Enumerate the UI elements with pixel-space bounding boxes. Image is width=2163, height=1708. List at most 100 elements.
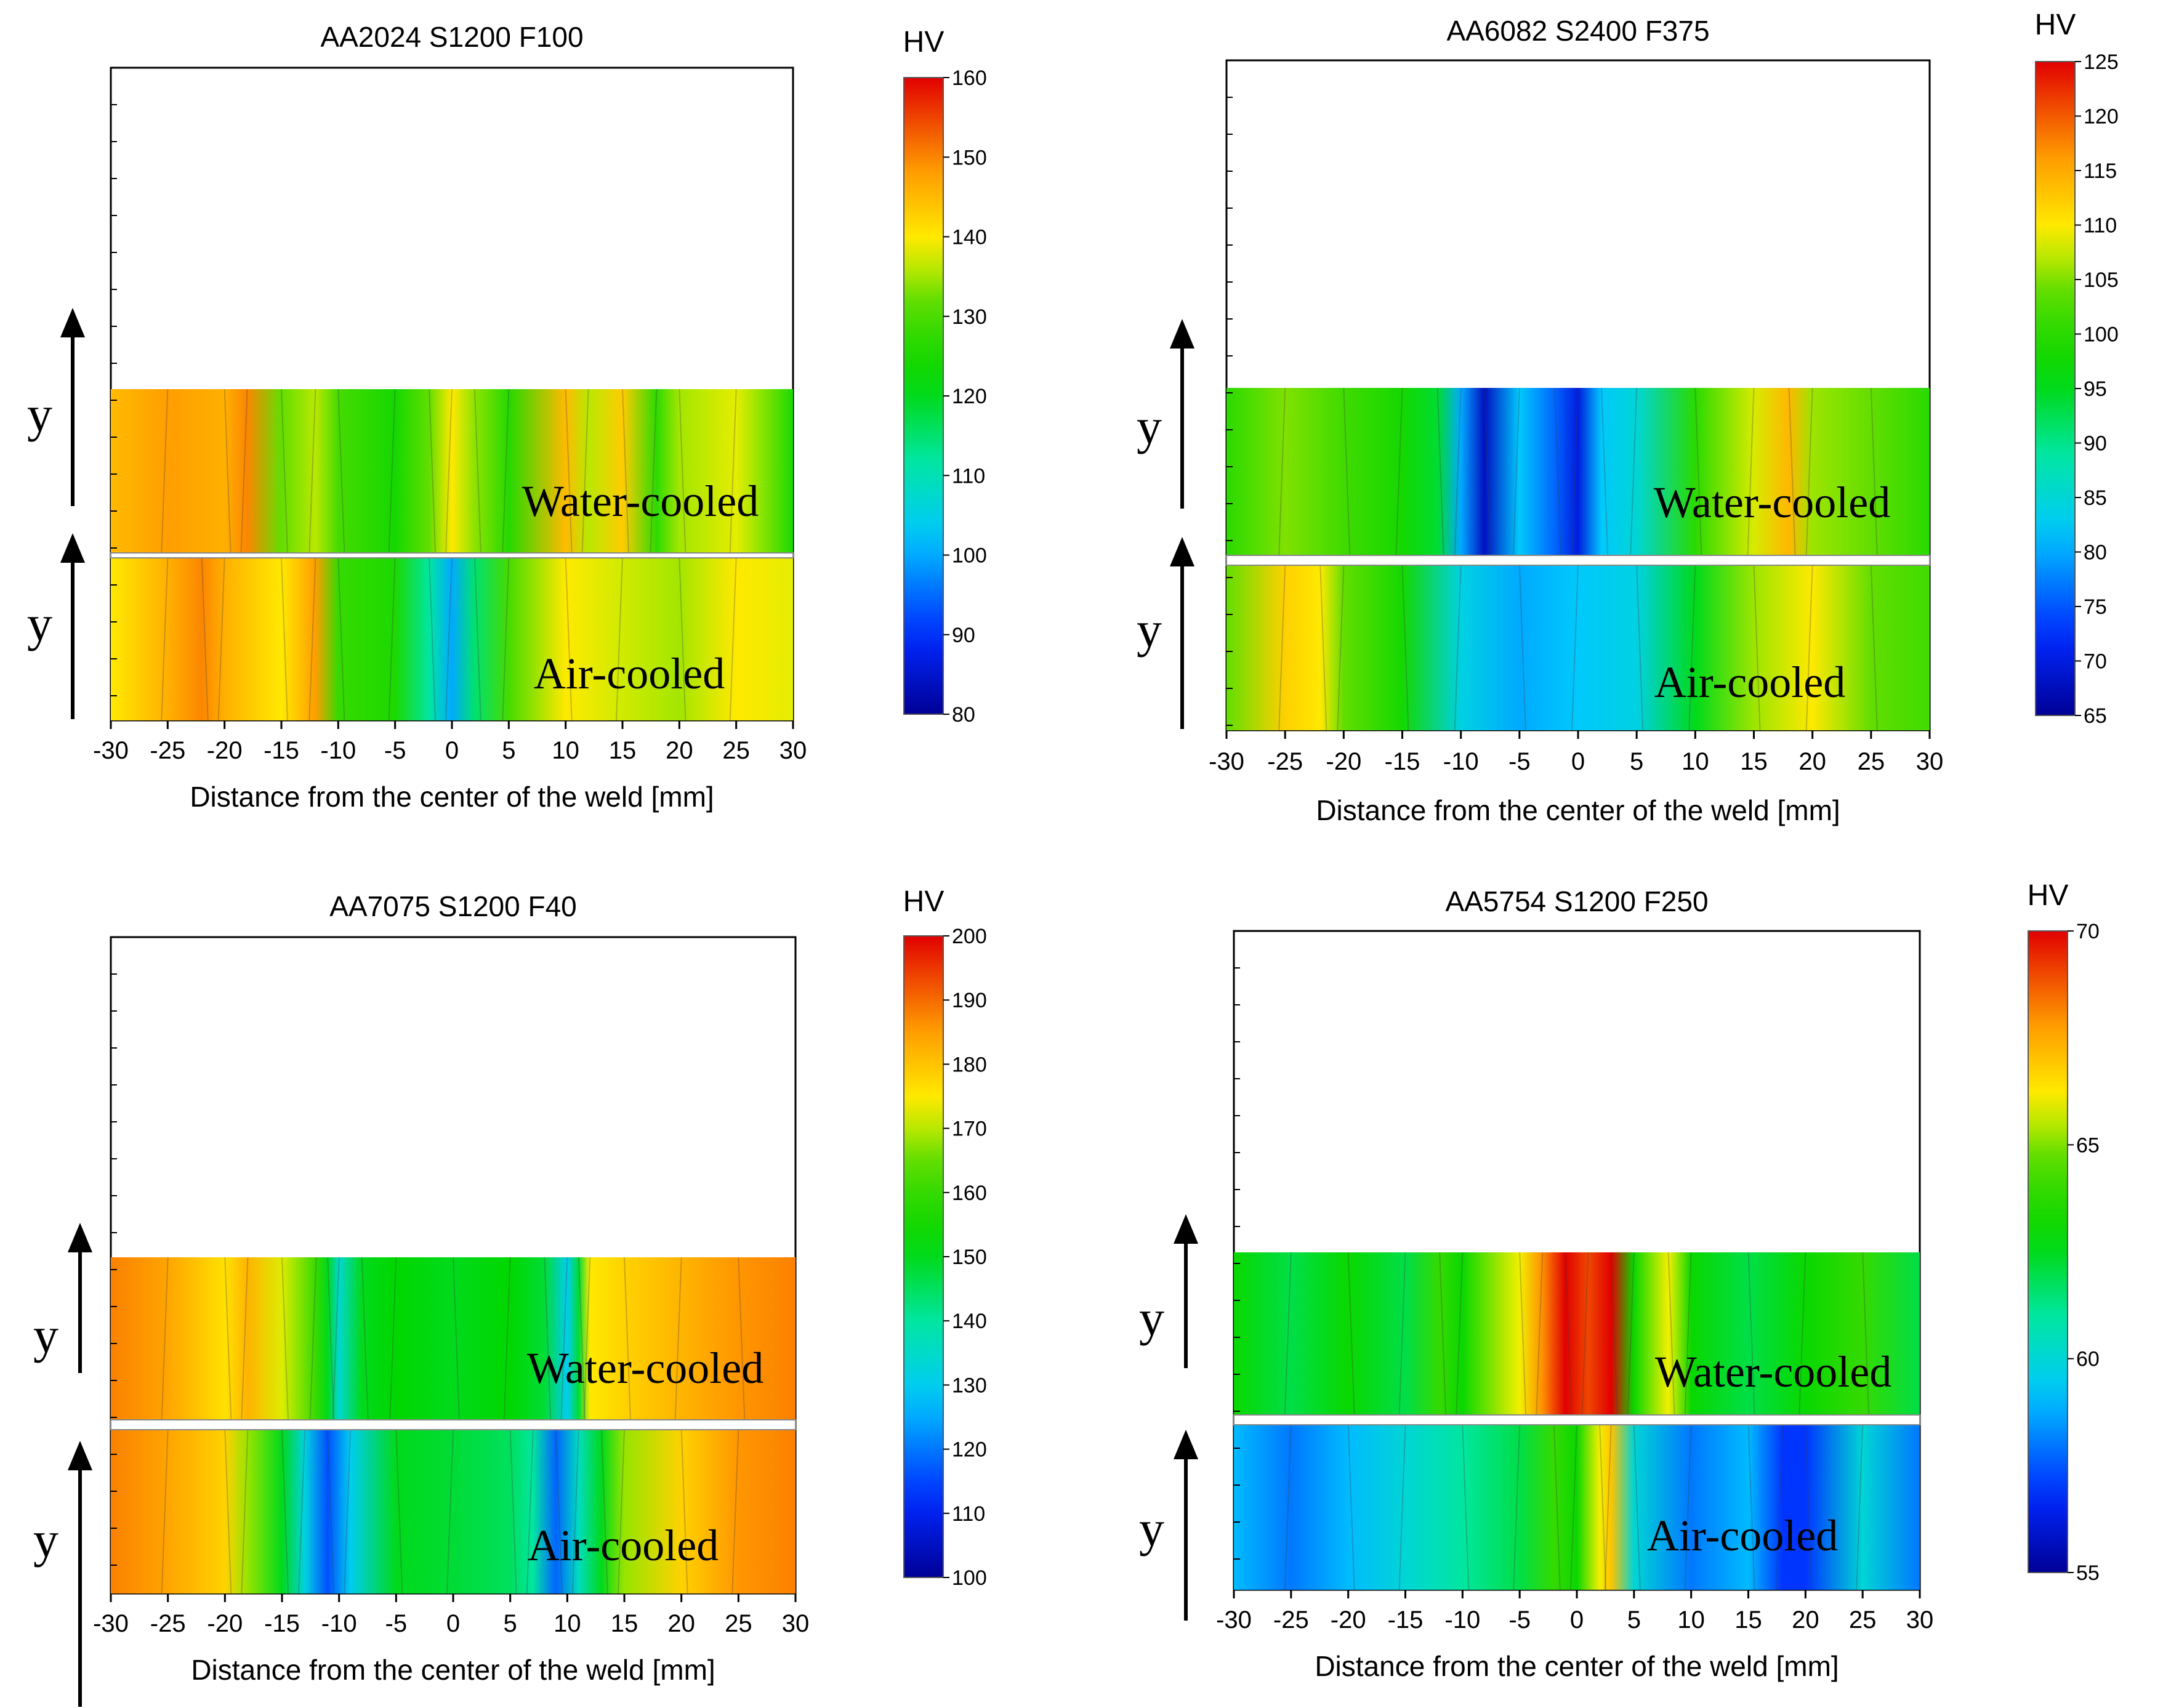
x-tick-label: 5 — [1627, 1606, 1641, 1633]
chart-4: AA5754 S1200 F250 Water-cooled Air-cooled -… — [1139, 879, 2100, 1682]
contour-line — [1553, 1424, 1561, 1590]
contour-line — [344, 1429, 352, 1594]
contour-line — [240, 389, 248, 554]
colorbar-tick-label: 75 — [2084, 595, 2107, 619]
x-tick-label: -20 — [207, 737, 243, 764]
x-tick-label: -20 — [207, 1610, 243, 1637]
contour-line — [1398, 1424, 1406, 1590]
x-tick-label: 5 — [502, 737, 515, 764]
y-arrow-water — [60, 308, 85, 506]
contour-line — [581, 389, 589, 554]
band-label-air-cooled: Air-cooled — [534, 649, 725, 698]
x-tick-label: -5 — [1508, 748, 1531, 775]
x-axis-label: Distance from the center of the weld [mm… — [190, 781, 714, 813]
contour-line — [1454, 387, 1462, 556]
water-cooled-band: Water-cooled — [111, 1257, 796, 1420]
contour-line — [1688, 565, 1696, 731]
colorbar-tick-label: 100 — [952, 544, 987, 568]
contour-line — [1599, 1424, 1607, 1590]
band-label-air-cooled: Air-cooled — [1647, 1511, 1838, 1560]
colorbar-tick-label: 80 — [2084, 541, 2107, 565]
x-tick-label: 20 — [1798, 748, 1826, 775]
colorbar-title: HV — [903, 26, 945, 58]
colorbar-tick-label: 65 — [2084, 704, 2107, 728]
y-arrow-water — [1174, 1214, 1198, 1368]
band-label-water-cooled: Water-cooled — [1655, 1347, 1892, 1396]
x-tick-label: -5 — [1508, 1606, 1531, 1633]
contour-line — [281, 389, 288, 554]
colorbar-fill — [2035, 61, 2076, 716]
x-axis: -30 -25 -20 -15 -10 -5 0 5 10 15 20 25 30 — [1209, 730, 1943, 775]
band-label-air-cooled: Air-cooled — [1654, 658, 1845, 707]
contour-line — [1633, 1424, 1641, 1590]
x-tick-label: 30 — [779, 737, 807, 764]
colorbar-fill — [903, 77, 944, 715]
contour-line — [161, 557, 169, 721]
colorbar-tick-label: 110 — [2084, 214, 2117, 238]
contour-line — [1747, 1424, 1755, 1590]
x-axis-label: Distance from the center of the weld [mm… — [191, 1654, 715, 1686]
arrow-head — [68, 1223, 92, 1252]
arrow-head — [60, 308, 85, 337]
band-label-water-cooled: Water-cooled — [1654, 478, 1891, 527]
colorbar-tick-label: 110 — [952, 464, 985, 488]
colorbar-title: HV — [2035, 9, 2076, 41]
contour-line — [224, 1257, 232, 1420]
x-tick-label: -10 — [1443, 748, 1479, 775]
contour-line — [161, 389, 169, 554]
y-arrow-air — [1174, 1430, 1198, 1621]
contour-line — [1788, 387, 1796, 556]
y-arrow-water — [68, 1223, 92, 1373]
contour-line — [224, 389, 232, 554]
x-tick-label: 0 — [1571, 748, 1585, 775]
colorbar-tick-label: 120 — [952, 1438, 987, 1462]
colorbar: HV 65 70 75 80 85 90 95 100 105 110 115 120 125 — [2035, 9, 2119, 728]
contour-line — [1805, 1424, 1813, 1590]
colorbar-tick-label: 150 — [952, 1246, 987, 1269]
x-tick-label: -5 — [384, 737, 406, 764]
contour-line — [281, 1429, 289, 1594]
contour-line — [1694, 387, 1702, 556]
contour-line — [618, 1429, 625, 1594]
contour-line — [729, 389, 737, 554]
colorbar-tick-label: 115 — [2084, 159, 2117, 183]
contour-line — [1284, 1252, 1292, 1416]
contour-line — [1630, 387, 1638, 556]
contour-line — [1776, 1424, 1784, 1590]
contour-line — [337, 389, 345, 554]
x-axis-label: Distance from the center of the weld [mm… — [1316, 794, 1840, 826]
air-cooled-band: Air-cooled — [1227, 565, 1930, 731]
contour-line — [224, 1429, 232, 1594]
y-arrow-air — [1170, 537, 1194, 729]
colorbar-tick-label: 120 — [2084, 105, 2119, 129]
x-tick-label: 0 — [446, 1610, 460, 1637]
contour-line — [446, 1429, 454, 1594]
contour-line — [565, 557, 573, 721]
band-separator — [110, 552, 794, 558]
contour-line — [1870, 565, 1878, 731]
x-tick-label: 30 — [1906, 1606, 1934, 1633]
chart-1: AA2024 S1200 F100 Water-cooled Air-cooled -… — [27, 21, 987, 813]
x-tick-label: 25 — [722, 737, 750, 764]
x-tick-label: -15 — [1385, 748, 1420, 775]
x-tick-label: 0 — [445, 737, 459, 764]
x-tick-label: 10 — [552, 737, 579, 764]
contour-line — [1398, 1252, 1406, 1416]
x-tick-label: -15 — [264, 1610, 300, 1637]
x-axis: -30 -25 -20 -15 -10 -5 0 5 10 15 20 25 30 — [93, 1593, 809, 1637]
colorbar-fill — [903, 935, 944, 1578]
colorbar-tick-label: 160 — [952, 1182, 987, 1205]
contour-line — [1536, 1252, 1544, 1416]
x-tick-label: -30 — [1216, 1606, 1252, 1633]
heatmap-fill — [111, 1430, 796, 1593]
colorbar-tick-label: 70 — [2076, 920, 2100, 943]
contour-line — [1667, 1252, 1675, 1416]
band-separator — [1226, 555, 1930, 566]
contour-line — [680, 1429, 688, 1594]
contour-line — [1519, 1252, 1527, 1416]
contour-line — [1805, 387, 1813, 556]
water-cooled-band: Water-cooled — [1234, 1252, 1920, 1416]
x-tick-label: -10 — [320, 737, 356, 764]
contour-line — [1747, 387, 1755, 556]
